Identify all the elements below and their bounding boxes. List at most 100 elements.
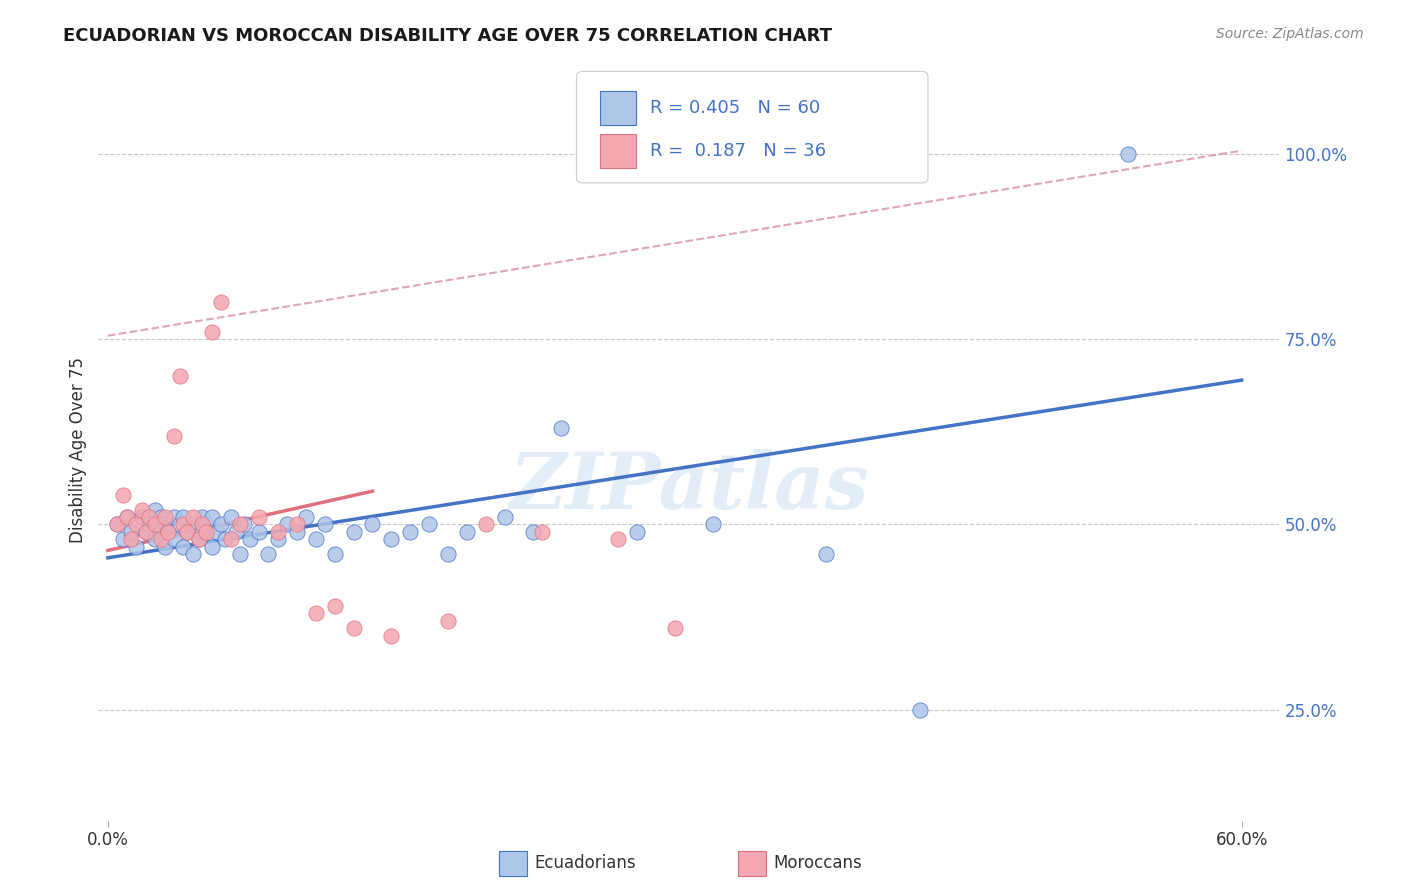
Text: Ecuadorians: Ecuadorians [534, 855, 636, 872]
Point [143, 533, 166, 547]
Point [1116, 147, 1139, 161]
Point [172, 510, 194, 524]
Point [195, 524, 218, 539]
Point [456, 524, 478, 539]
Point [163, 428, 186, 442]
Point [910, 703, 932, 717]
Point [187, 533, 209, 547]
Point [201, 540, 224, 554]
Point [135, 524, 157, 539]
Point [276, 517, 298, 532]
Point [295, 510, 318, 524]
Point [664, 621, 686, 635]
Point [138, 517, 160, 532]
Point [285, 524, 308, 539]
Point [209, 517, 232, 532]
Point [418, 517, 440, 532]
Point [267, 533, 290, 547]
Point [143, 502, 166, 516]
Point [143, 517, 166, 532]
Point [229, 547, 252, 561]
Point [522, 524, 544, 539]
Point [219, 510, 242, 524]
Point [314, 517, 336, 532]
Text: ECUADORIAN VS MOROCCAN DISABILITY AGE OVER 75 CORRELATION CHART: ECUADORIAN VS MOROCCAN DISABILITY AGE OV… [63, 27, 832, 45]
Point [105, 517, 128, 532]
Point [437, 614, 460, 628]
Point [153, 517, 176, 532]
Point [229, 517, 252, 532]
Point [169, 517, 191, 532]
Point [342, 621, 364, 635]
Point [172, 540, 194, 554]
Text: Source: ZipAtlas.com: Source: ZipAtlas.com [1216, 27, 1364, 41]
Point [702, 517, 724, 532]
Point [157, 524, 180, 539]
Point [207, 524, 229, 539]
Point [191, 524, 214, 539]
Point [138, 510, 160, 524]
Point [257, 547, 280, 561]
Point [187, 533, 209, 547]
Point [115, 510, 138, 524]
Point [201, 510, 224, 524]
Text: R =  0.187   N = 36: R = 0.187 N = 36 [650, 142, 825, 160]
Point [153, 540, 176, 554]
Point [232, 517, 254, 532]
Point [157, 524, 180, 539]
Point [225, 524, 247, 539]
Point [115, 510, 138, 524]
Point [149, 533, 172, 547]
Point [285, 517, 308, 532]
Point [219, 533, 242, 547]
Y-axis label: Disability Age Over 75: Disability Age Over 75 [69, 358, 87, 543]
Point [169, 369, 191, 384]
Point [209, 295, 232, 310]
Point [120, 533, 142, 547]
Point [163, 510, 186, 524]
Point [494, 510, 516, 524]
Point [247, 510, 270, 524]
Point [214, 533, 236, 547]
Point [111, 488, 134, 502]
Point [437, 547, 460, 561]
Point [323, 599, 346, 613]
Point [135, 524, 157, 539]
Point [131, 510, 153, 524]
Point [125, 517, 148, 532]
Point [181, 510, 204, 524]
Point [191, 510, 214, 524]
Point [172, 517, 194, 532]
Point [153, 510, 176, 524]
Point [176, 524, 198, 539]
Point [607, 533, 630, 547]
Point [475, 517, 498, 532]
Point [149, 510, 172, 524]
Point [125, 540, 148, 554]
Point [323, 547, 346, 561]
Point [176, 524, 198, 539]
Point [626, 524, 648, 539]
Point [380, 533, 402, 547]
Point [239, 533, 262, 547]
Point [181, 517, 204, 532]
Point [105, 517, 128, 532]
Point [399, 524, 422, 539]
Point [305, 533, 328, 547]
Point [361, 517, 384, 532]
Point [342, 524, 364, 539]
Point [380, 629, 402, 643]
Point [267, 524, 290, 539]
Point [305, 607, 328, 621]
Point [195, 517, 218, 532]
Point [191, 517, 214, 532]
Point [181, 547, 204, 561]
Point [131, 502, 153, 516]
Point [120, 524, 142, 539]
Point [163, 533, 186, 547]
Text: R = 0.405   N = 60: R = 0.405 N = 60 [650, 99, 820, 117]
Point [111, 533, 134, 547]
Point [814, 547, 837, 561]
Point [550, 421, 572, 435]
Point [247, 524, 270, 539]
